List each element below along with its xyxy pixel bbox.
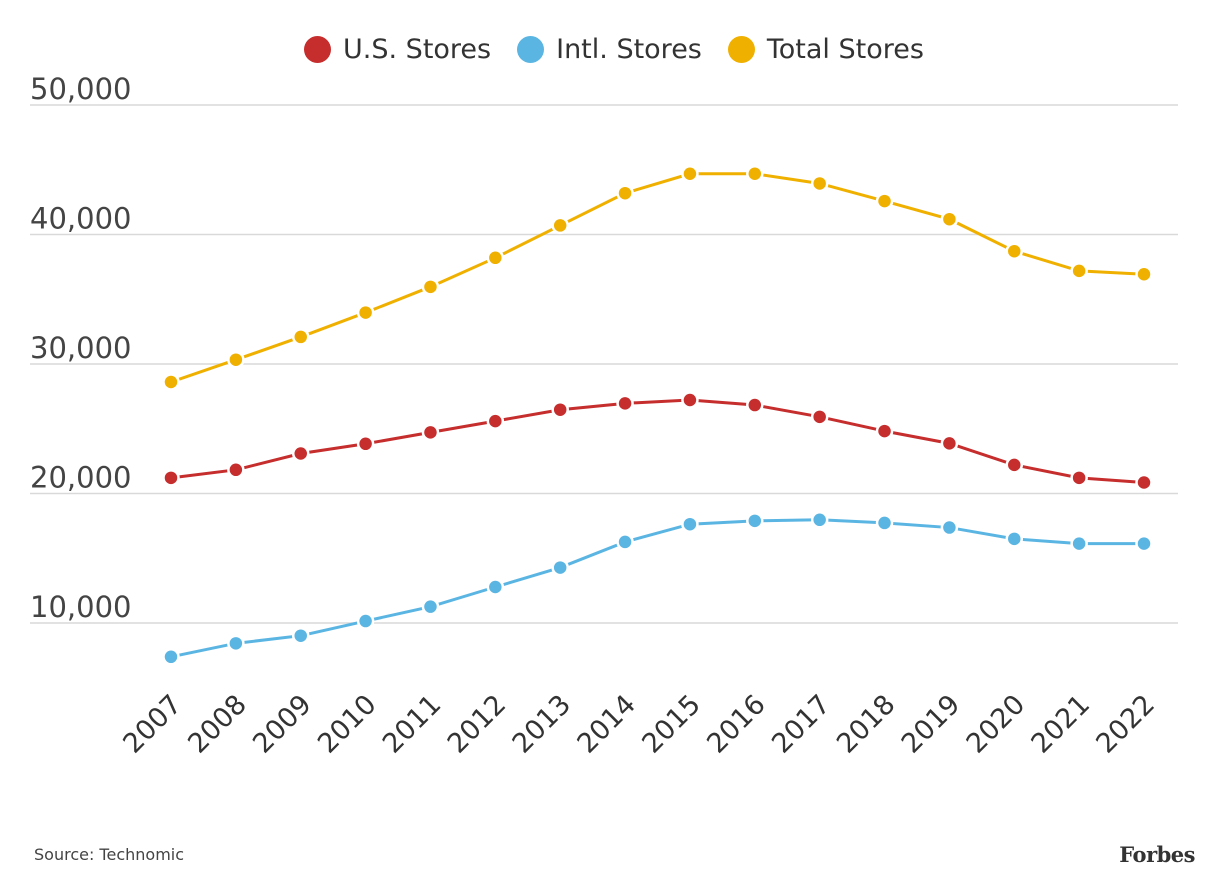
data-point <box>1135 534 1153 553</box>
data-point <box>1005 456 1024 474</box>
data-point <box>421 423 440 442</box>
data-point <box>616 533 634 551</box>
data-point <box>162 373 180 391</box>
data-point <box>1070 262 1088 280</box>
data-point <box>810 408 829 426</box>
data-point <box>875 514 894 532</box>
data-point <box>227 461 245 479</box>
data-point <box>810 511 829 529</box>
data-point <box>551 558 569 577</box>
x-tick-label: 2009 <box>247 689 318 760</box>
data-point <box>356 435 375 453</box>
data-point <box>1005 530 1024 548</box>
data-point <box>681 515 699 533</box>
data-point <box>746 165 764 183</box>
x-tick-label: 2022 <box>1090 689 1161 760</box>
data-point <box>875 422 894 440</box>
data-point <box>616 394 634 413</box>
y-tick-label: 40,000 <box>30 202 131 236</box>
data-point <box>940 434 959 453</box>
x-tick-label: 2018 <box>831 689 902 760</box>
legend-swatch-total <box>727 36 755 63</box>
data-point <box>227 634 245 653</box>
data-point <box>746 396 764 414</box>
data-point <box>421 278 440 296</box>
data-point <box>875 192 894 210</box>
legend-swatch-us <box>304 36 332 63</box>
data-point <box>486 249 505 267</box>
x-tick-label: 2016 <box>701 689 772 760</box>
x-tick-label: 2021 <box>1026 689 1097 760</box>
data-point <box>291 444 310 463</box>
data-point <box>810 174 829 193</box>
data-point <box>681 391 699 409</box>
data-point <box>551 400 569 419</box>
y-tick-label: 10,000 <box>30 590 131 624</box>
legend-label-us: U.S. Stores <box>343 34 492 65</box>
data-point <box>1005 242 1024 260</box>
data-point <box>291 626 310 645</box>
legend: U.S. Stores Intl. Stores Total Stores <box>0 34 1228 65</box>
legend-label-intl: Intl. Stores <box>556 34 702 65</box>
x-tick-label: 2007 <box>117 689 188 760</box>
data-point <box>421 597 440 616</box>
legend-item-intl: Intl. Stores <box>517 34 702 65</box>
data-point <box>1070 469 1088 487</box>
legend-item-total: Total Stores <box>727 34 924 65</box>
series-line <box>170 172 1145 384</box>
x-tick-label: 2017 <box>766 689 837 760</box>
x-tick-label: 2010 <box>312 689 383 760</box>
x-tick-label: 2011 <box>377 689 448 760</box>
data-point <box>162 469 180 487</box>
data-point <box>291 328 310 346</box>
legend-swatch-intl <box>517 36 545 63</box>
data-point <box>162 648 180 666</box>
y-tick-label: 20,000 <box>30 461 131 495</box>
data-point <box>551 216 569 235</box>
data-point <box>486 578 505 596</box>
x-tick-label: 2014 <box>572 689 643 760</box>
x-tick-label: 2012 <box>442 689 513 760</box>
data-point <box>940 210 959 228</box>
forbes-logo: Forbes <box>1119 842 1195 867</box>
x-tick-label: 2020 <box>961 689 1032 760</box>
data-point <box>356 612 375 630</box>
data-point <box>940 518 959 537</box>
y-tick-label: 30,000 <box>30 331 131 365</box>
data-point <box>1135 265 1153 284</box>
series-line <box>170 518 1144 659</box>
y-tick-label: 50,000 <box>30 72 131 106</box>
data-point <box>1135 473 1153 492</box>
source-note: Source: Technomic <box>34 845 185 864</box>
x-tick-label: 2015 <box>636 689 707 760</box>
data-point <box>746 512 764 530</box>
data-point <box>681 165 699 183</box>
legend-item-us: U.S. Stores <box>304 34 491 65</box>
legend-label-total: Total Stores <box>766 34 924 65</box>
data-point <box>227 350 245 369</box>
data-point <box>616 184 634 202</box>
x-tick-label: 2019 <box>896 689 967 760</box>
data-point <box>486 412 505 430</box>
x-tick-label: 2013 <box>507 689 578 760</box>
data-point <box>1070 534 1088 553</box>
data-point <box>356 303 375 322</box>
x-tick-label: 2008 <box>182 689 253 760</box>
series-line <box>170 398 1145 484</box>
